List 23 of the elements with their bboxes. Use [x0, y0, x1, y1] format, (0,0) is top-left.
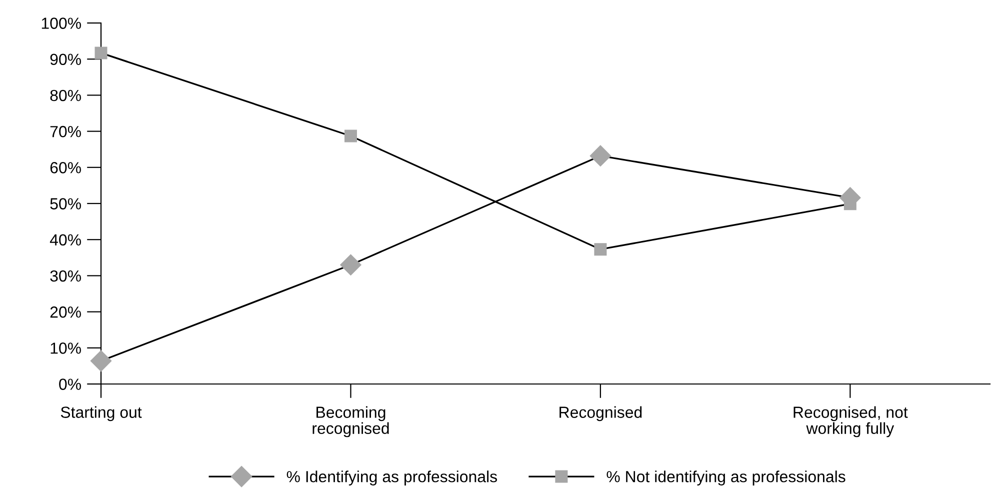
legend-label: % Not identifying as professionals — [606, 470, 846, 486]
x-tick-label: Recognised — [560, 406, 642, 422]
y-tick-label: 70% — [50, 126, 81, 138]
y-tick-label: 10% — [50, 342, 81, 354]
y-tick-label: 60% — [50, 162, 81, 174]
point — [590, 145, 611, 166]
y-tick-label: 0% — [59, 378, 81, 390]
point — [94, 46, 108, 60]
point — [344, 130, 357, 142]
y-tick-label: 50% — [50, 198, 81, 210]
y-tick-label: 100% — [42, 18, 81, 29]
x-tick-label: Becoming recognised — [312, 406, 389, 438]
x-tick-label: Recognised, not working fully — [794, 406, 908, 438]
x-tick-label: Starting out — [60, 406, 142, 422]
legend-label: % Identifying as professionals — [286, 470, 497, 486]
point — [594, 243, 607, 256]
point — [90, 350, 112, 372]
point — [340, 254, 362, 276]
y-tick-label: 30% — [50, 270, 81, 282]
y-tick-label: 80% — [50, 90, 81, 102]
y-tick-label: 40% — [50, 234, 81, 246]
y-tick-label: 90% — [50, 54, 81, 66]
y-tick-label: 20% — [50, 306, 81, 318]
